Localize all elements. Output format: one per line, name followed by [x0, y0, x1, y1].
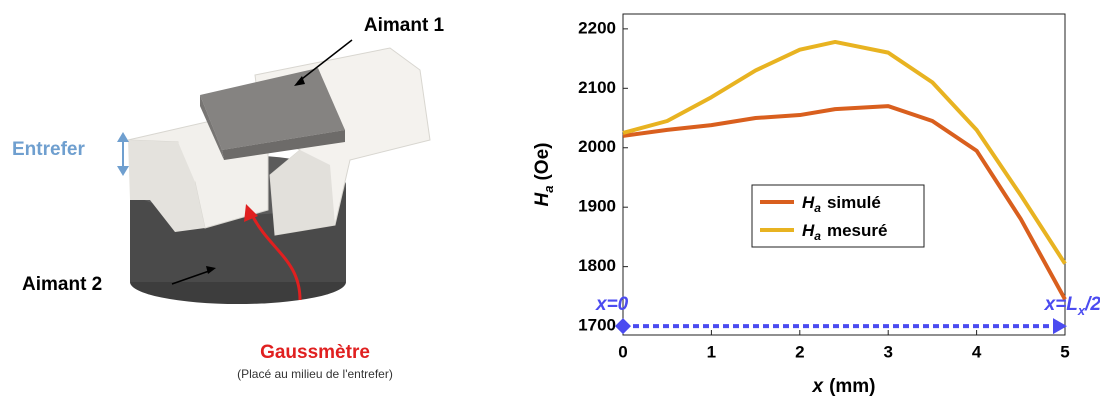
annotation-main: x=0 [595, 294, 629, 315]
y-tick-label: 1700 [578, 316, 616, 335]
label: Entrefer [12, 139, 85, 160]
annotation-after: /2 [1084, 294, 1100, 315]
y-tick-label: 2000 [578, 137, 616, 156]
y-axis-label-var: H [532, 191, 553, 206]
legend-name: mesuré [827, 221, 887, 240]
x-axis-label: x (mm) [811, 376, 875, 397]
data-line [622, 104, 1067, 301]
annotation: x=Lx/2 [1044, 294, 1100, 318]
y-axis-label: Ha (Oe) [532, 143, 556, 207]
x-axis-label-var: x [811, 376, 824, 397]
legend-symbol: H [802, 193, 815, 212]
legend-symbol-sub: a [814, 229, 821, 243]
legend-symbol-sub: a [814, 201, 821, 215]
plot-frame [622, 13, 1066, 336]
annotation: x=0 [595, 294, 629, 315]
x-tick-label: 2 [795, 342, 804, 361]
label: Aimant 2 [22, 274, 102, 295]
x-axis-label-unit: (mm) [829, 376, 875, 397]
annotation-main: x=L [1044, 294, 1078, 315]
y-tick-label: 2100 [578, 78, 616, 97]
legend-symbol: H [802, 221, 815, 240]
legend-box [751, 184, 925, 248]
y-axis-label-sub: a [541, 186, 556, 193]
x-tick-label: 3 [883, 342, 892, 361]
x-tick-label: 0 [618, 342, 627, 361]
annotation-sub: x [1077, 303, 1086, 318]
label: Aimant 1 [364, 15, 445, 36]
y-axis-label-unit: (Oe) [532, 143, 553, 181]
y-tick-label: 2200 [578, 18, 616, 37]
photo: Aimant 1 Entrefer Aimant 2 Gaussmètre (P… [12, 15, 445, 381]
y-tick-label: 1800 [578, 256, 616, 275]
data-line [622, 39, 1067, 265]
x-tick-label: 4 [972, 342, 982, 361]
x-tick-label: 5 [1060, 342, 1069, 361]
arrow-head [1053, 318, 1067, 335]
label: (Placé au milieu de l'entrefer) [237, 367, 393, 381]
y-tick-label: 1900 [578, 197, 616, 216]
x-tick-label: 1 [707, 342, 716, 361]
arrow-start [615, 318, 631, 335]
label: Gaussmètre [260, 342, 370, 363]
legend-label: Ha simulé [802, 193, 881, 215]
legend-name: simulé [827, 193, 881, 212]
legend-label: Ha mesuré [802, 221, 887, 243]
